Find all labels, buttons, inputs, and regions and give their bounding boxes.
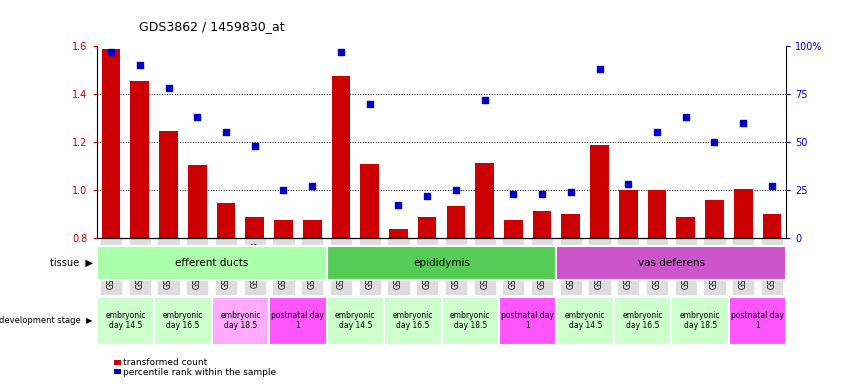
Point (363, 101, 377, 107)
Bar (303, 220, 321, 238)
Point (248, 143, 262, 149)
Point (564, 189, 578, 195)
Point (392, 202, 405, 209)
Bar (246, 217, 264, 238)
Point (220, 129, 233, 136)
Point (679, 114, 692, 120)
Bar (499, 297, 557, 344)
Text: development stage  ▶: development stage ▶ (0, 316, 93, 325)
Point (506, 191, 520, 197)
Point (650, 129, 664, 136)
Text: epididymis: epididymis (413, 258, 470, 268)
Point (133, 62, 146, 68)
Text: postnatal day
1: postnatal day 1 (731, 311, 784, 330)
Bar (648, 190, 666, 238)
Bar (763, 214, 781, 238)
Point (593, 66, 606, 72)
Point (536, 191, 549, 197)
Bar (418, 217, 436, 238)
Text: embryonic
day 18.5: embryonic day 18.5 (450, 311, 490, 330)
Point (104, 49, 118, 55)
Bar (188, 166, 207, 238)
Text: postnatal day
1: postnatal day 1 (501, 311, 554, 330)
Text: embryonic
day 16.5: embryonic day 16.5 (622, 311, 663, 330)
Text: vas deferens: vas deferens (637, 258, 705, 268)
Bar (326, 297, 384, 344)
Bar (360, 164, 379, 238)
Point (420, 193, 434, 199)
Bar (154, 297, 212, 344)
Text: percentile rank within the sample: percentile rank within the sample (123, 368, 276, 377)
Bar (159, 131, 178, 238)
Bar (97, 297, 154, 344)
Text: embryonic
day 18.5: embryonic day 18.5 (680, 311, 721, 330)
Text: embryonic
day 14.5: embryonic day 14.5 (335, 311, 376, 330)
Bar (442, 297, 499, 344)
Bar (274, 220, 293, 238)
Point (191, 114, 204, 120)
Bar (557, 297, 614, 344)
Point (277, 187, 290, 193)
Text: embryonic
day 16.5: embryonic day 16.5 (393, 311, 433, 330)
Bar (130, 81, 149, 238)
Text: transformed count: transformed count (123, 358, 207, 367)
Bar (504, 220, 523, 238)
Bar (590, 145, 609, 238)
Bar (447, 207, 465, 238)
Bar (729, 297, 786, 344)
Text: embryonic
day 14.5: embryonic day 14.5 (565, 311, 606, 330)
Bar (705, 200, 724, 238)
Bar (389, 229, 408, 238)
Point (737, 120, 750, 126)
Bar (619, 190, 637, 238)
Text: embryonic
day 18.5: embryonic day 18.5 (220, 311, 261, 330)
Point (765, 183, 779, 189)
Bar (671, 297, 729, 344)
Bar (676, 217, 696, 238)
Bar (734, 189, 753, 238)
Text: postnatal day
1: postnatal day 1 (272, 311, 325, 330)
Bar (384, 297, 442, 344)
Text: embryonic
day 16.5: embryonic day 16.5 (162, 311, 204, 330)
Bar (614, 297, 671, 344)
Text: tissue  ▶: tissue ▶ (50, 258, 93, 268)
Bar (217, 203, 235, 238)
Bar (326, 247, 557, 280)
Bar (475, 163, 494, 238)
Text: embryonic
day 14.5: embryonic day 14.5 (105, 311, 145, 330)
Point (449, 187, 463, 193)
Point (478, 97, 491, 103)
Bar (532, 211, 552, 238)
Bar (331, 76, 351, 238)
Point (708, 139, 722, 145)
Bar (269, 297, 326, 344)
Text: efferent ducts: efferent ducts (175, 258, 248, 268)
Point (621, 181, 635, 187)
Text: GDS3862 / 1459830_at: GDS3862 / 1459830_at (139, 20, 284, 33)
Point (334, 49, 347, 55)
Point (305, 183, 319, 189)
Bar (102, 49, 120, 238)
Bar (562, 214, 580, 238)
Bar (212, 297, 269, 344)
Point (161, 85, 175, 91)
Bar (557, 247, 786, 280)
Bar (97, 247, 326, 280)
